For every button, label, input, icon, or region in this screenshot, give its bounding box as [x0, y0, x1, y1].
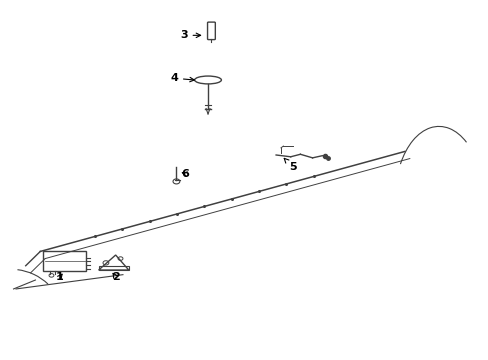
Bar	[42, 251, 86, 271]
Text: 2: 2	[112, 272, 119, 282]
Text: 6: 6	[181, 168, 189, 179]
Text: 1: 1	[56, 272, 63, 282]
Text: 5: 5	[284, 158, 296, 172]
Text: 4: 4	[170, 73, 194, 83]
Text: 3: 3	[180, 30, 200, 40]
Bar	[99, 266, 128, 270]
